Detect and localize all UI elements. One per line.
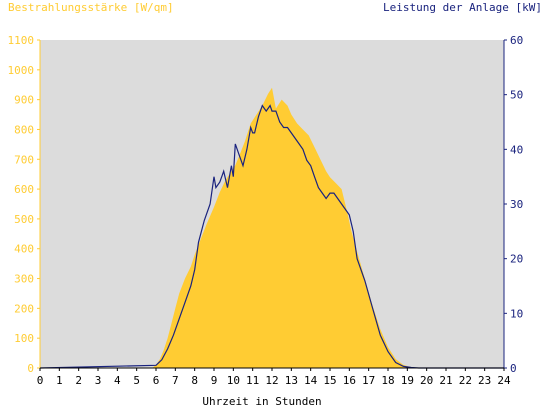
x-tick-label: 24 xyxy=(497,374,511,387)
x-tick-label: 16 xyxy=(343,374,356,387)
x-tick-label: 19 xyxy=(401,374,414,387)
y-left-tick-label: 500 xyxy=(14,213,34,226)
power-line xyxy=(39,104,504,369)
y-left-tick-label: 100 xyxy=(14,332,34,345)
y-right-tick-label: 40 xyxy=(510,143,523,156)
y-left-tick-label: 700 xyxy=(14,153,34,166)
right-axis-title: Leistung der Anlage [kW] xyxy=(383,1,542,14)
x-tick-label: 6 xyxy=(153,374,160,387)
x-tick-label: 13 xyxy=(285,374,298,387)
y-left-tick-label: 900 xyxy=(14,94,34,107)
x-tick-label: 0 xyxy=(37,374,44,387)
x-tick-label: 14 xyxy=(304,374,318,387)
y-left-tick-label: 400 xyxy=(14,243,34,256)
x-tick-label: 7 xyxy=(172,374,179,387)
x-tick-label: 11 xyxy=(246,374,259,387)
axes-layer: 0100200300400500600700800900100011000102… xyxy=(8,34,524,387)
y-right-tick-label: 30 xyxy=(510,198,523,211)
x-tick-label: 9 xyxy=(211,374,218,387)
y-left-tick-label: 300 xyxy=(14,273,34,286)
left-axis-title: Bestrahlungsstärke [W/qm] xyxy=(8,1,174,14)
x-tick-label: 15 xyxy=(323,374,336,387)
x-tick-label: 18 xyxy=(381,374,394,387)
x-tick-label: 8 xyxy=(191,374,198,387)
irradiance-area xyxy=(40,87,504,368)
x-tick-label: 22 xyxy=(459,374,472,387)
x-axis-title: Uhrzeit in Stunden xyxy=(202,395,321,408)
y-left-tick-label: 600 xyxy=(14,183,34,196)
x-tick-label: 3 xyxy=(95,374,102,387)
x-tick-label: 23 xyxy=(478,374,491,387)
y-right-tick-label: 10 xyxy=(510,307,523,320)
x-tick-label: 12 xyxy=(265,374,278,387)
y-left-tick-label: 800 xyxy=(14,123,34,136)
y-left-tick-label: 200 xyxy=(14,302,34,315)
y-right-tick-label: 60 xyxy=(510,34,523,47)
x-tick-label: 2 xyxy=(75,374,82,387)
x-tick-label: 5 xyxy=(133,374,140,387)
x-tick-label: 21 xyxy=(439,374,452,387)
x-tick-label: 17 xyxy=(362,374,375,387)
series-layer xyxy=(39,87,504,369)
y-right-tick-label: 20 xyxy=(510,253,523,266)
x-tick-label: 4 xyxy=(114,374,121,387)
x-tick-label: 20 xyxy=(420,374,433,387)
y-left-tick-label: 1000 xyxy=(8,64,35,77)
x-tick-label: 1 xyxy=(56,374,63,387)
y-left-tick-label: 0 xyxy=(27,362,34,375)
y-right-tick-label: 50 xyxy=(510,89,523,102)
y-right-tick-label: 0 xyxy=(510,362,517,375)
x-tick-label: 10 xyxy=(227,374,240,387)
y-left-tick-label: 1100 xyxy=(8,34,35,47)
